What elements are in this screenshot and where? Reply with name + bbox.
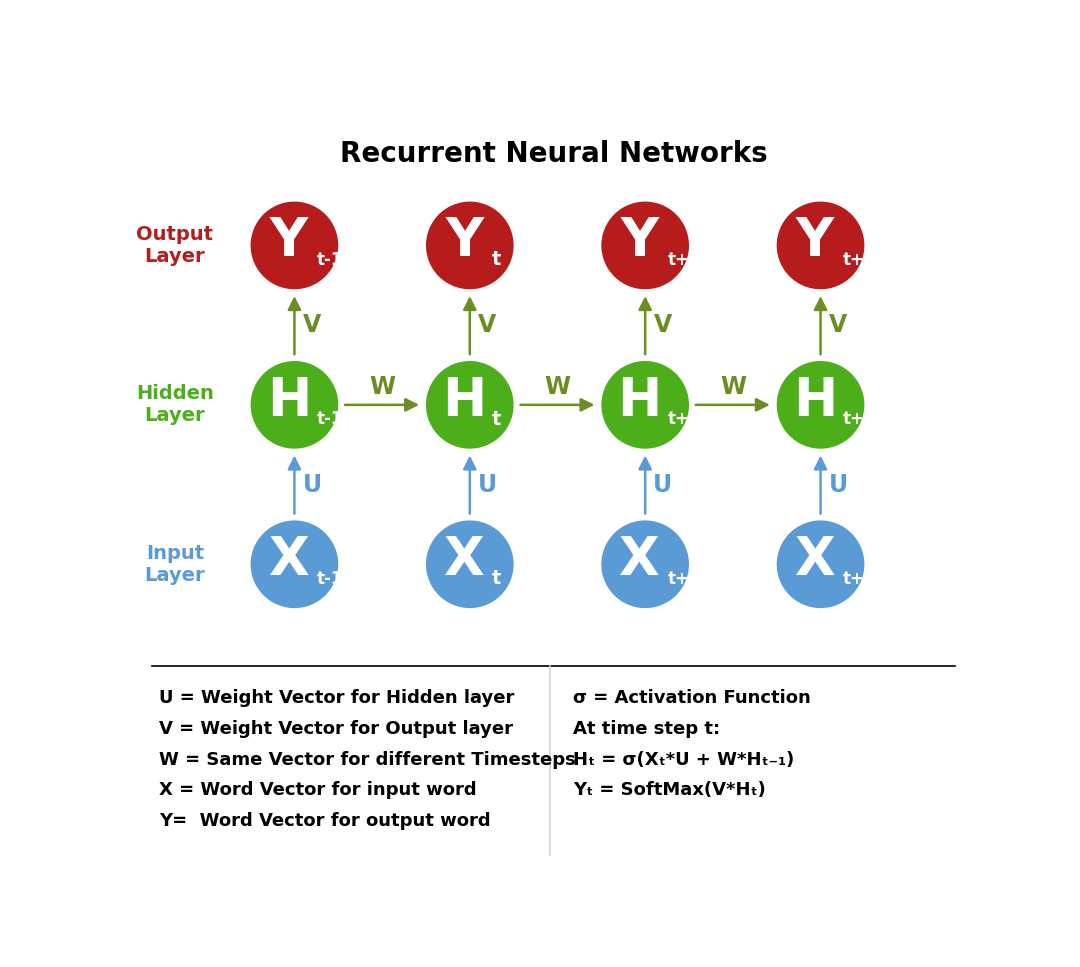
Text: Y: Y xyxy=(445,216,483,268)
Text: Hₜ = σ(Xₜ*U + W*Hₜ₋₁): Hₜ = σ(Xₜ*U + W*Hₜ₋₁) xyxy=(573,750,795,769)
Text: H: H xyxy=(267,375,311,426)
Text: X: X xyxy=(619,535,660,586)
Text: t: t xyxy=(492,250,501,269)
Circle shape xyxy=(251,520,338,608)
Text: V: V xyxy=(478,313,497,337)
Text: H: H xyxy=(618,375,662,426)
Text: V: V xyxy=(653,313,672,337)
Text: Hidden
Layer: Hidden Layer xyxy=(136,384,214,425)
Text: t+2: t+2 xyxy=(842,410,876,428)
Circle shape xyxy=(426,361,514,449)
Text: Y: Y xyxy=(621,216,659,268)
Text: V: V xyxy=(829,313,847,337)
Text: V: V xyxy=(302,313,321,337)
Text: Input
Layer: Input Layer xyxy=(145,543,205,585)
Text: t-1: t-1 xyxy=(316,410,343,428)
Text: t+1: t+1 xyxy=(667,570,701,588)
Text: X: X xyxy=(444,535,485,586)
Text: Y: Y xyxy=(270,216,308,268)
Text: σ = Activation Function: σ = Activation Function xyxy=(573,689,811,707)
Circle shape xyxy=(602,361,689,449)
Text: X: X xyxy=(795,535,835,586)
Text: W: W xyxy=(369,375,395,399)
Circle shape xyxy=(251,361,338,449)
Text: U: U xyxy=(477,473,497,497)
Text: V = Weight Vector for Output layer: V = Weight Vector for Output layer xyxy=(159,720,513,738)
Text: W: W xyxy=(544,375,570,399)
Text: U: U xyxy=(653,473,672,497)
Text: t+2: t+2 xyxy=(842,250,876,269)
Text: X: X xyxy=(269,535,309,586)
Text: U: U xyxy=(302,473,322,497)
Text: t-1: t-1 xyxy=(316,570,343,588)
Text: t+1: t+1 xyxy=(667,250,701,269)
Text: t+1: t+1 xyxy=(667,410,701,428)
Text: W = Same Vector for different Timesteps: W = Same Vector for different Timesteps xyxy=(159,750,576,769)
Text: t-1: t-1 xyxy=(316,250,343,269)
Text: Y: Y xyxy=(796,216,834,268)
Text: t+2: t+2 xyxy=(842,570,876,588)
Circle shape xyxy=(426,201,514,289)
Text: At time step t:: At time step t: xyxy=(573,720,720,738)
Text: t: t xyxy=(492,570,501,588)
Text: U: U xyxy=(828,473,848,497)
Text: t: t xyxy=(492,410,501,428)
Text: Y=  Word Vector for output word: Y= Word Vector for output word xyxy=(159,812,490,831)
Text: X = Word Vector for input word: X = Word Vector for input word xyxy=(159,781,476,800)
Text: H: H xyxy=(793,375,837,426)
Circle shape xyxy=(426,520,514,608)
Text: Output
Layer: Output Layer xyxy=(136,225,214,266)
Text: Recurrent Neural Networks: Recurrent Neural Networks xyxy=(339,140,768,167)
Circle shape xyxy=(777,201,864,289)
Text: W: W xyxy=(720,375,746,399)
Circle shape xyxy=(602,520,689,608)
Circle shape xyxy=(251,201,338,289)
Circle shape xyxy=(602,201,689,289)
Text: U = Weight Vector for Hidden layer: U = Weight Vector for Hidden layer xyxy=(159,689,514,707)
Circle shape xyxy=(777,520,864,608)
Circle shape xyxy=(777,361,864,449)
Text: H: H xyxy=(442,375,486,426)
Text: Yₜ = SoftMax(V*Hₜ): Yₜ = SoftMax(V*Hₜ) xyxy=(573,781,766,800)
